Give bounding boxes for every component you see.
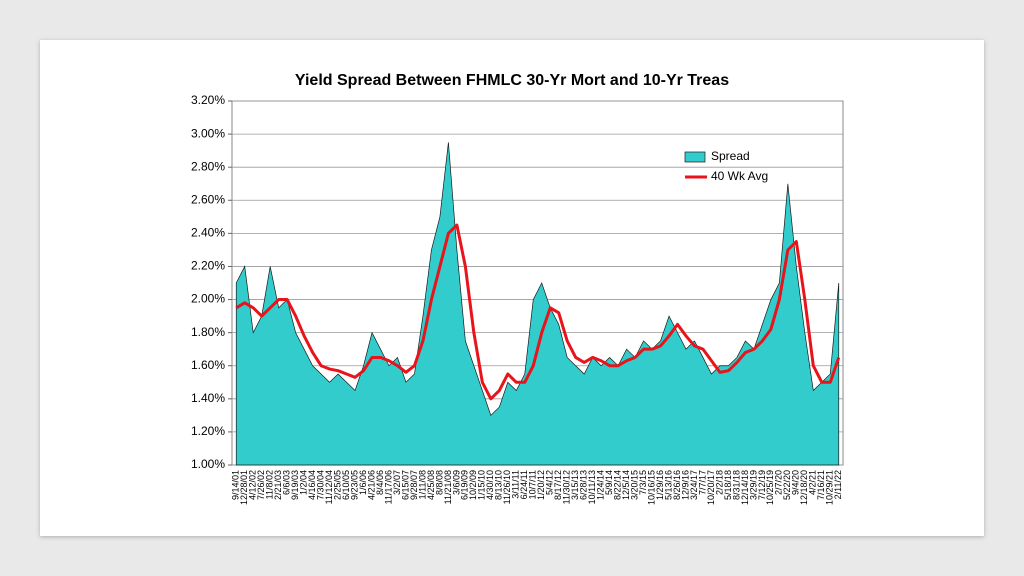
x-tick-label: 1/2/04 <box>299 470 309 495</box>
x-tick-label: 9/28/07 <box>409 470 419 500</box>
x-tick-label: 5/13/16 <box>663 470 673 500</box>
x-tick-label: 9/4/20 <box>791 470 801 495</box>
x-tick-label: 6/28/13 <box>579 470 589 500</box>
x-tick-label: 7/16/21 <box>816 470 826 500</box>
x-tick-label: 12/9/16 <box>680 470 690 500</box>
x-tick-label: 4/21/06 <box>366 470 376 500</box>
x-tick-label: 1/20/12 <box>536 470 546 500</box>
x-tick-label: 10/11/13 <box>587 470 597 504</box>
x-tick-label: 8/4/06 <box>375 470 385 495</box>
y-tick-label: 2.00% <box>191 292 225 306</box>
x-tick-label: 12/14/18 <box>740 470 750 505</box>
spread-area <box>235 142 840 466</box>
y-tick-label: 2.20% <box>191 259 225 273</box>
x-tick-label: 2/7/20 <box>774 470 784 495</box>
x-tick-label: 3/20/15 <box>629 470 639 500</box>
x-tick-label: 6/6/03 <box>282 470 292 495</box>
x-tick-label: 7/30/04 <box>315 470 325 500</box>
y-tick-label: 2.60% <box>191 192 225 206</box>
y-tick-label: 3.20% <box>191 93 225 107</box>
x-tick-label: 4/12/02 <box>248 470 258 500</box>
x-tick-label: 8/26/16 <box>672 470 682 500</box>
y-tick-label: 3.00% <box>191 126 225 140</box>
x-tick-label: 3/2/07 <box>392 470 402 495</box>
x-tick-label: 4/2/21 <box>808 470 818 495</box>
y-tick-label: 1.20% <box>191 424 225 438</box>
legend-swatch <box>684 151 706 163</box>
x-tick-label: 6/24/11 <box>519 470 529 499</box>
x-tick-label: 9/23/05 <box>349 470 359 500</box>
x-tick-label: 11/21/08 <box>443 470 453 504</box>
chart-title: Yield Spread Between FHMLC 30-Yr Mort an… <box>295 72 729 89</box>
x-tick-label: 5/4/12 <box>545 470 555 495</box>
x-tick-label: 12/5/14 <box>621 470 631 500</box>
x-tick-label: 1/11/08 <box>417 470 427 499</box>
x-tick-label: 11/12/04 <box>324 470 334 504</box>
x-tick-label: 12/28/01 <box>239 470 249 505</box>
x-tick-label: 3/6/09 <box>451 470 461 495</box>
y-tick-label: 1.80% <box>191 325 225 339</box>
x-tick-label: 5/22/20 <box>782 470 792 500</box>
x-tick-label: 11/30/12 <box>562 470 572 504</box>
x-tick-label: 6/10/05 <box>341 470 351 500</box>
x-tick-label: 3/24/17 <box>689 470 699 500</box>
x-tick-label: 9/19/03 <box>290 470 300 500</box>
y-tick-label: 1.00% <box>191 457 225 471</box>
x-tick-label: 1/24/14 <box>596 470 606 500</box>
x-tick-label: 8/8/08 <box>434 470 444 495</box>
x-tick-label: 8/13/10 <box>494 470 504 500</box>
x-tick-label: 6/19/09 <box>460 470 470 500</box>
x-tick-label: 2/2/18 <box>714 470 724 495</box>
x-tick-label: 7/26/02 <box>256 470 266 500</box>
x-tick-label: 8/31/18 <box>731 470 741 500</box>
x-tick-label: 5/9/14 <box>604 470 614 495</box>
x-tick-label: 10/16/15 <box>646 470 656 505</box>
x-tick-label: 9/14/01 <box>231 470 241 500</box>
y-tick-label: 1.60% <box>191 358 225 372</box>
x-tick-label: 1/6/06 <box>358 470 368 495</box>
x-tick-label: 7/7/17 <box>697 470 707 495</box>
x-tick-label: 1/15/10 <box>477 470 487 500</box>
x-tick-label: 3/29/19 <box>748 470 758 500</box>
x-tick-label: 8/17/12 <box>553 470 563 500</box>
x-tick-label: 10/29/21 <box>825 470 835 505</box>
x-tick-label: 11/17/06 <box>383 470 393 504</box>
x-tick-label: 3/11/11 <box>511 470 521 499</box>
x-tick-label: 4/25/08 <box>426 470 436 500</box>
x-tick-label: 8/22/14 <box>612 470 622 500</box>
legend-label: Spread <box>711 149 750 163</box>
x-tick-label: 10/25/19 <box>765 470 775 505</box>
x-tick-label: 2/21/03 <box>273 470 283 500</box>
x-tick-label: 10/7/11 <box>528 470 538 499</box>
y-tick-label: 2.40% <box>191 226 225 240</box>
y-tick-label: 2.80% <box>191 159 225 173</box>
x-tick-label: 7/12/19 <box>757 470 767 500</box>
x-tick-label: 2/25/05 <box>332 470 342 500</box>
x-tick-label: 10/2/09 <box>468 470 478 500</box>
x-tick-label: 5/18/18 <box>723 470 733 500</box>
x-tick-label: 11/26/10 <box>502 470 512 504</box>
x-tick-label: 11/8/02 <box>265 470 275 499</box>
x-tick-label: 6/15/07 <box>400 470 410 500</box>
legend-label: 40 Wk Avg <box>711 169 768 183</box>
avg-line <box>235 223 841 401</box>
x-tick-label: 10/20/17 <box>706 470 716 505</box>
x-tick-label: 1/29/16 <box>655 470 665 500</box>
x-tick-label: 4/30/10 <box>485 470 495 500</box>
x-tick-label: 7/3/15 <box>638 470 648 495</box>
x-tick-label: 4/16/04 <box>307 470 317 500</box>
y-tick-label: 1.40% <box>191 391 225 405</box>
x-tick-label: 12/18/20 <box>799 470 809 505</box>
x-tick-label: 3/15/13 <box>570 470 580 500</box>
x-tick-label: 2/11/22 <box>833 470 843 499</box>
